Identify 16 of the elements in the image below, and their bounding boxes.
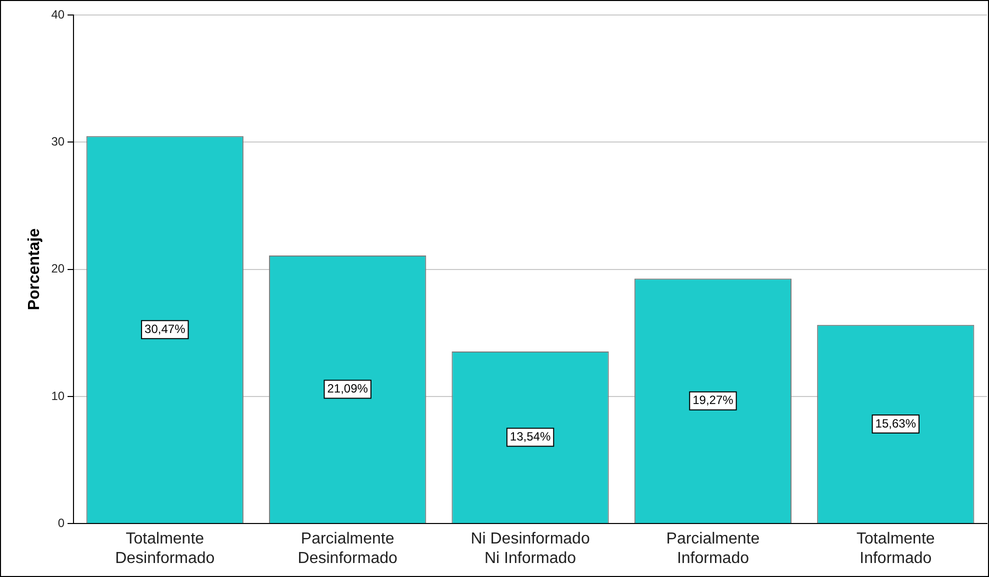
data-label: 15,63% bbox=[875, 416, 916, 430]
data-label: 30,47% bbox=[144, 322, 186, 336]
x-tick-label: Totalmente Desinformado bbox=[115, 530, 215, 567]
x-tick-label: Parcialmente Informado bbox=[666, 530, 760, 567]
data-label: 19,27% bbox=[692, 393, 734, 408]
x-tick-label: Totalmente Informado bbox=[856, 530, 935, 567]
x-tick-label: Ni Desinformado Ni Informado bbox=[470, 530, 590, 567]
data-label: 21,09% bbox=[327, 382, 368, 396]
y-axis-title: Porcentaje bbox=[26, 228, 44, 310]
y-tick-label: 0 bbox=[58, 516, 65, 530]
y-tick-label: 30 bbox=[51, 134, 65, 148]
y-tick-label: 20 bbox=[51, 262, 65, 276]
data-label: 13,54% bbox=[510, 430, 551, 444]
y-tick-label: 40 bbox=[51, 7, 65, 22]
y-tick-label: 10 bbox=[51, 388, 65, 403]
x-tick-label: Parcialmente Desinformado bbox=[298, 530, 398, 567]
